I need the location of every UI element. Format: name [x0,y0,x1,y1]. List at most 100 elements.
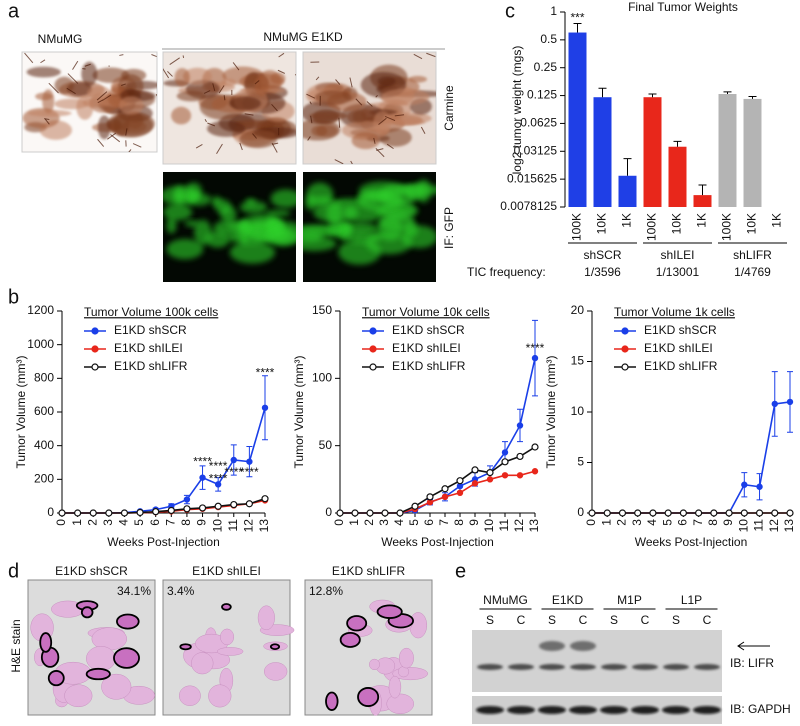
significance: **** [209,472,228,486]
x-tick-label: 5 [660,519,674,526]
legend-marker [369,327,377,335]
duct [125,128,128,136]
data-point [486,476,494,483]
duct [315,76,320,81]
x-tick-label: 13 [782,519,796,533]
series-line [340,357,536,514]
significance: *** [570,11,584,25]
gfp-blob [163,203,193,221]
y-tick-label: 0.015625 [507,171,557,185]
panel-letter: e [455,560,466,582]
gfp-blob [185,182,202,199]
y-tick-label: 0.03125 [514,143,558,157]
band [508,664,534,670]
tumor-outline [339,631,361,648]
data-point [246,458,253,465]
y-tick-label: 1000 [27,337,54,351]
tissue-blob [206,120,246,137]
legend-marker [91,327,99,335]
significance: **** [224,465,243,479]
data-point [634,509,642,517]
legend-label: E1KD shILEI [392,341,461,355]
duct [128,149,132,152]
duct [310,115,313,124]
tissue-section [257,605,275,631]
tissue-blob [239,130,278,149]
duct [384,116,396,121]
duct [413,53,423,60]
tic-frequency: 1/3596 [584,265,621,279]
tumor-outline [179,643,192,651]
data-point [741,481,748,488]
gfp-blob [306,182,334,208]
y-axis-label: log2 tumor weight (mgs) [510,46,524,175]
data-point [501,472,509,479]
duct [272,142,279,145]
y-tick-label: 0.5 [540,32,557,46]
duct [72,60,79,70]
y-tick-label: 400 [34,438,54,452]
data-point [695,509,703,517]
tissue [163,52,296,154]
row-label: Carmine [442,85,456,131]
bar [693,195,712,207]
band [631,706,659,714]
x-tick-label: 1 [599,519,613,526]
gfp-blob [379,183,417,207]
tissue-blob [81,61,98,87]
lane-label: C [703,613,712,627]
band [663,664,689,670]
legend-label: E1KD shLIFR [392,359,466,373]
x-tick-label: 13 [257,519,271,533]
data-point [336,509,344,517]
tic-frequency: 1/13001 [656,265,700,279]
panel-letter: b [8,286,19,308]
significance: **** [256,365,275,379]
data-point [725,509,733,517]
x-tick-label: 12 [242,519,256,533]
tissue-blob [221,78,237,87]
data-point [152,508,160,516]
bar [618,175,637,207]
tissue-section [369,658,380,671]
tumor-outline [357,687,380,707]
band [507,706,535,714]
gfp-blob [245,198,256,206]
chart-title: Tumor Volume 1k cells [614,305,735,319]
tissue-blob [86,86,111,100]
x-tick-label: 1K [770,213,784,228]
legend-marker [91,363,99,371]
significance: **** [209,459,228,473]
tissue-section [86,646,116,672]
data-point [381,509,389,517]
duct [355,98,363,106]
lane-label: S [548,613,556,627]
duct [155,93,157,97]
x-axis-label: Weeks Post-Injection [107,535,220,549]
duct [132,143,142,148]
tumor-outline [269,643,281,651]
data-point [501,449,509,456]
x-axis-label: Weeks Post-Injection [635,535,748,549]
gfp-blob [239,201,268,214]
data-point [531,354,539,362]
y-tick-label: 1200 [27,303,54,317]
duct [350,160,353,164]
tissue-section [216,647,244,656]
tumor-outline [325,691,339,711]
data-point [486,469,494,477]
duct [44,118,50,125]
duct [195,143,203,149]
tumor-outline [80,606,94,619]
tissue-blob [270,72,286,84]
x-tick-label: 6 [148,519,162,526]
duct [119,54,124,56]
data-point [786,509,794,517]
band [662,706,690,714]
y-tick-label: 50 [319,438,333,452]
x-tick-label: 1K [695,213,709,228]
data-point [74,509,82,517]
duct [169,57,180,65]
x-tick-label: 2 [85,519,99,526]
